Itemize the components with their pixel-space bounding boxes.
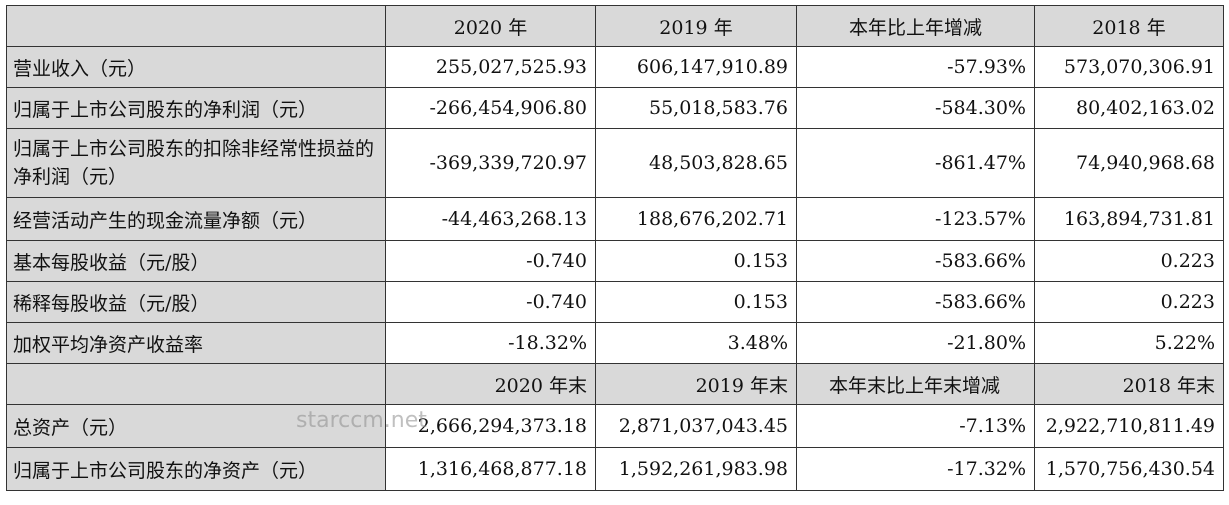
row-label: 经营活动产生的现金流量净额（元）	[6, 197, 386, 241]
value-2020: -0.740	[385, 240, 596, 282]
value-2020: -369,339,720.97	[385, 128, 596, 198]
value-2019: 2,871,037,043.45	[595, 404, 797, 448]
value-2018: 74,940,968.68	[1034, 128, 1224, 198]
value-change: -861.47%	[796, 128, 1035, 198]
table-row: 经营活动产生的现金流量净额（元） -44,463,268.13 188,676,…	[6, 197, 1224, 241]
value-change: -583.66%	[796, 281, 1035, 323]
value-2018: 5.22%	[1034, 322, 1224, 364]
table-row: 归属于上市公司股东的净资产（元） 1,316,468,877.18 1,592,…	[6, 447, 1224, 491]
header-cell-2019: 2019 年	[595, 5, 797, 47]
header-cell-blank	[6, 5, 386, 47]
value-change: -7.13%	[796, 404, 1035, 448]
value-2020: 2,666,294,373.18	[385, 404, 596, 448]
row-label: 基本每股收益（元/股）	[6, 240, 386, 282]
row-label: 归属于上市公司股东的净资产（元）	[6, 447, 386, 491]
header-row-year-end: 2020 年末 2019 年末 本年末比上年末增减 2018 年末	[6, 363, 1224, 405]
value-2019: 3.48%	[595, 322, 797, 364]
value-2019: 0.153	[595, 240, 797, 282]
header-cell-2020-end: 2020 年末	[385, 363, 596, 405]
value-2019: 606,147,910.89	[595, 46, 797, 88]
value-2020: 1,316,468,877.18	[385, 447, 596, 491]
table-row: 归属于上市公司股东的扣除非经常性损益的净利润（元） -369,339,720.9…	[6, 128, 1224, 198]
value-2018: 0.223	[1034, 281, 1224, 323]
value-2020: -0.740	[385, 281, 596, 323]
table-row: 加权平均净资产收益率 -18.32% 3.48% -21.80% 5.22%	[6, 322, 1224, 364]
table-row: 基本每股收益（元/股） -0.740 0.153 -583.66% 0.223	[6, 240, 1224, 282]
table-row: 营业收入（元） 255,027,525.93 606,147,910.89 -5…	[6, 46, 1224, 88]
header-row-years: 2020 年 2019 年 本年比上年增减 2018 年	[6, 5, 1224, 47]
value-2018: 163,894,731.81	[1034, 197, 1224, 241]
value-2018: 1,570,756,430.54	[1034, 447, 1224, 491]
table-row: 总资产（元） 2,666,294,373.18 2,871,037,043.45…	[6, 404, 1224, 448]
value-2020: -18.32%	[385, 322, 596, 364]
value-change: -17.32%	[796, 447, 1035, 491]
header-cell-2018-end: 2018 年末	[1034, 363, 1224, 405]
financial-table-container: 2020 年 2019 年 本年比上年增减 2018 年 营业收入（元） 255…	[6, 5, 1224, 491]
value-2018: 2,922,710,811.49	[1034, 404, 1224, 448]
value-change: -57.93%	[796, 46, 1035, 88]
value-2018: 573,070,306.91	[1034, 46, 1224, 88]
row-label: 稀释每股收益（元/股）	[6, 281, 386, 323]
value-change: -583.66%	[796, 240, 1035, 282]
value-2020: -266,454,906.80	[385, 87, 596, 129]
header-cell-2020: 2020 年	[385, 5, 596, 47]
table-row: 稀释每股收益（元/股） -0.740 0.153 -583.66% 0.223	[6, 281, 1224, 323]
value-2019: 48,503,828.65	[595, 128, 797, 198]
header-cell-change-end: 本年末比上年末增减	[796, 363, 1035, 405]
value-change: -123.57%	[796, 197, 1035, 241]
value-2018: 0.223	[1034, 240, 1224, 282]
value-2019: 1,592,261,983.98	[595, 447, 797, 491]
value-2018: 80,402,163.02	[1034, 87, 1224, 129]
value-2019: 0.153	[595, 281, 797, 323]
table-row: 归属于上市公司股东的净利润（元） -266,454,906.80 55,018,…	[6, 87, 1224, 129]
row-label: 总资产（元）	[6, 404, 386, 448]
row-label: 归属于上市公司股东的净利润（元）	[6, 87, 386, 129]
header-cell-2019-end: 2019 年末	[595, 363, 797, 405]
financial-summary-table: 2020 年 2019 年 本年比上年增减 2018 年 营业收入（元） 255…	[6, 5, 1224, 491]
header-cell-blank	[6, 363, 386, 405]
value-change: -584.30%	[796, 87, 1035, 129]
value-change: -21.80%	[796, 322, 1035, 364]
value-2019: 55,018,583.76	[595, 87, 797, 129]
header-cell-change: 本年比上年增减	[796, 5, 1035, 47]
row-label: 营业收入（元）	[6, 46, 386, 88]
row-label: 归属于上市公司股东的扣除非经常性损益的净利润（元）	[6, 128, 386, 198]
value-2020: -44,463,268.13	[385, 197, 596, 241]
row-label: 加权平均净资产收益率	[6, 322, 386, 364]
value-2019: 188,676,202.71	[595, 197, 797, 241]
header-cell-2018: 2018 年	[1034, 5, 1224, 47]
value-2020: 255,027,525.93	[385, 46, 596, 88]
